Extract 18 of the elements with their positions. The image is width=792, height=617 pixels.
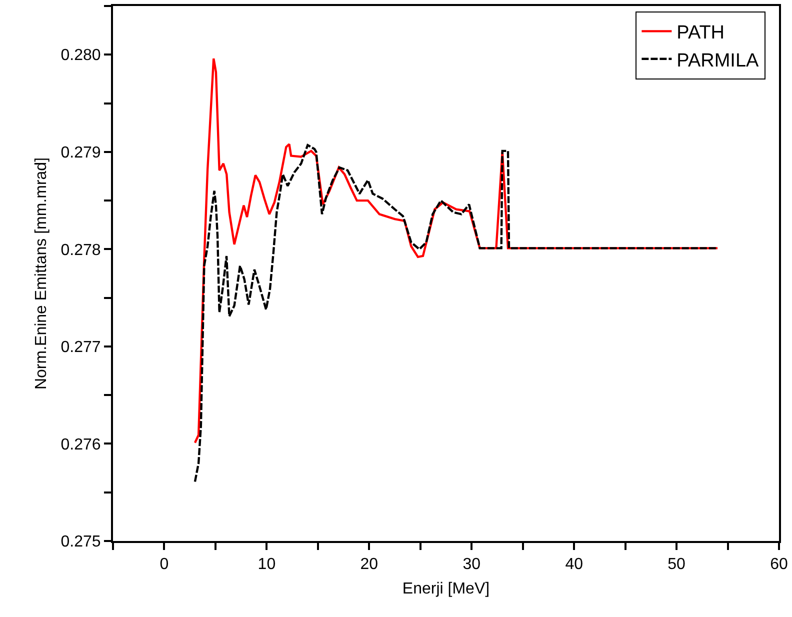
x-tick-label: 0 xyxy=(160,556,169,574)
y-tick-label: 0.275 xyxy=(60,534,101,551)
x-tick-label: 30 xyxy=(462,556,481,574)
x-tick-label: 50 xyxy=(668,556,686,574)
line-series xyxy=(194,144,719,483)
y-axis-title: Norm.Enine Emittans [mm.mrad] xyxy=(33,157,50,390)
y-tick-label: 0.277 xyxy=(60,339,101,356)
legend-label: PATH xyxy=(676,22,725,44)
x-axis-title: Enerji [MeV] xyxy=(402,580,490,598)
y-tick-label: 0.278 xyxy=(60,242,101,259)
x-tick-label: 10 xyxy=(258,556,276,574)
x-tick-label: 20 xyxy=(360,556,378,574)
y-tick-label: 0.276 xyxy=(60,436,101,454)
x-tick-label: 40 xyxy=(565,556,584,574)
y-tick-label: 0.280 xyxy=(60,47,101,64)
x-tick-label: 60 xyxy=(770,556,788,574)
y-tick-label: 0.279 xyxy=(60,144,101,162)
legend-label: PARMILA xyxy=(676,50,760,72)
